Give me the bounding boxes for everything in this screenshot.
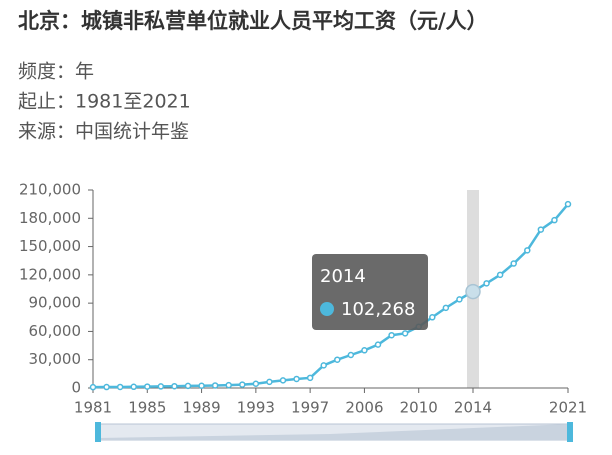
point [320, 362, 327, 369]
point [456, 296, 463, 303]
point [496, 271, 504, 279]
point [442, 304, 450, 312]
point [483, 280, 490, 287]
tooltip-box [312, 254, 428, 330]
point [239, 381, 246, 388]
y-tick-label: 30,000 [29, 350, 82, 368]
point [374, 341, 382, 348]
slider-handle[interactable] [567, 422, 573, 442]
x-tick-label: 1981 [74, 399, 112, 417]
subtitle: 频度：年 [18, 61, 94, 83]
slider-preview [98, 424, 570, 440]
point [429, 314, 436, 321]
zoom-slider[interactable] [95, 422, 573, 442]
point [564, 200, 572, 208]
point [293, 375, 300, 383]
subtitle: 起止：1981至2021 [18, 91, 191, 113]
x-tick-label: 2006 [345, 399, 383, 417]
y-tick-label: 180,000 [19, 209, 81, 227]
x-tick-label: 1993 [237, 399, 275, 417]
point [225, 381, 232, 389]
y-tick-label: 60,000 [29, 322, 82, 340]
x-tick-label: 1997 [291, 399, 329, 417]
point [361, 347, 368, 354]
point [184, 382, 192, 390]
point [130, 383, 137, 391]
point [347, 351, 355, 359]
point [116, 383, 124, 391]
tooltip-title: 2014 [320, 266, 366, 287]
point [157, 383, 165, 390]
point [334, 356, 341, 363]
y-tick-label: 120,000 [19, 265, 81, 283]
point [401, 330, 409, 337]
point [171, 382, 178, 390]
x-tick-label: 1985 [128, 399, 166, 417]
point [388, 331, 395, 339]
tooltip: 2014 102,268 [312, 254, 428, 330]
point [266, 378, 273, 386]
point [551, 216, 558, 224]
y-tick-label: 210,000 [19, 181, 81, 199]
y-tick-label: 90,000 [29, 294, 82, 312]
point [524, 247, 531, 254]
x-tick-label: 2014 [454, 399, 492, 417]
x-tick-label: 2021 [549, 399, 587, 417]
tooltip-value: 102,268 [341, 299, 415, 320]
point [306, 374, 314, 382]
point [89, 383, 97, 391]
x-tick-label: 1989 [182, 399, 220, 417]
point [198, 382, 205, 389]
chart-title: 北京：城镇非私营单位就业人员平均工资（元/人） [18, 9, 488, 33]
point [279, 377, 287, 384]
point [510, 260, 517, 267]
point [465, 283, 481, 300]
x-tick-label: 2010 [400, 399, 438, 417]
point [252, 380, 260, 388]
tooltip-marker [320, 302, 334, 316]
slider-handle[interactable] [95, 422, 101, 442]
point [211, 382, 219, 389]
point [103, 383, 110, 391]
y-tick-label: 150,000 [19, 237, 81, 255]
y-tick-label: 0 [71, 379, 81, 397]
point [537, 226, 545, 233]
subtitle: 来源：中国统计年鉴 [18, 121, 189, 143]
point [144, 383, 151, 390]
